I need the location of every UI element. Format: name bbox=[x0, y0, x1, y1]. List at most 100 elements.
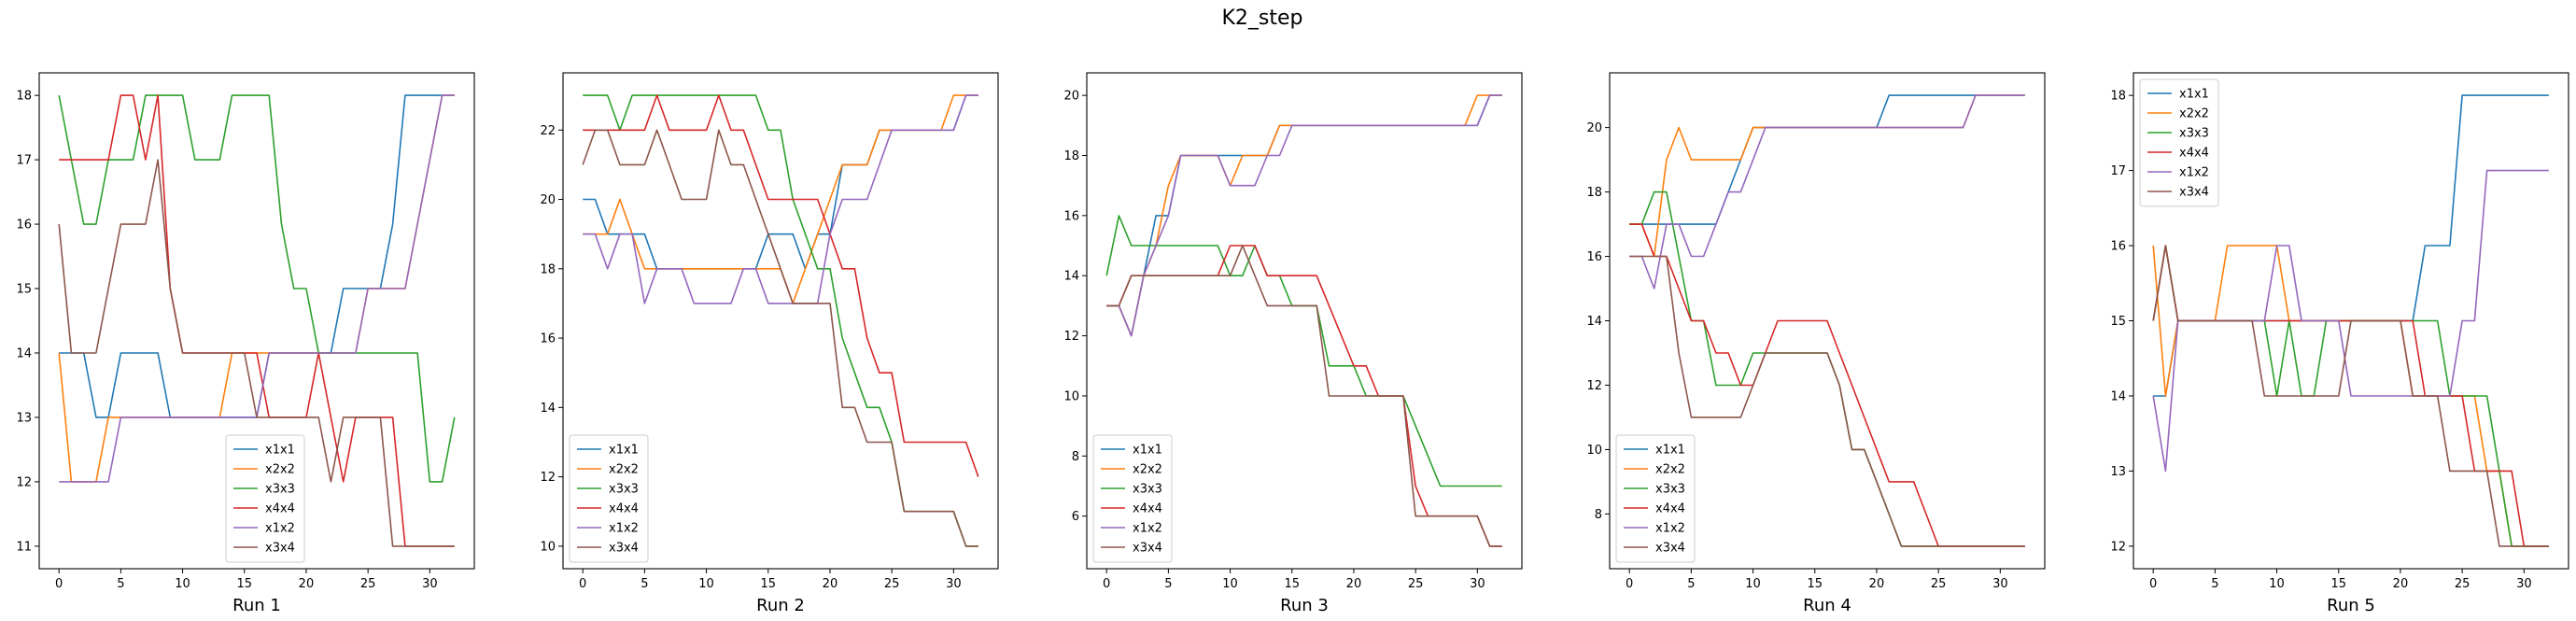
legend-label-x4x4: x4x4 bbox=[265, 502, 295, 516]
y-tick-label: 20 bbox=[1586, 121, 1602, 135]
y-tick-label: 14 bbox=[1063, 270, 1079, 284]
x-tick-label: 5 bbox=[117, 577, 124, 591]
legend-label-x4x4: x4x4 bbox=[609, 502, 639, 516]
y-tick-label: 12 bbox=[540, 471, 556, 485]
x-tick-label: 20 bbox=[299, 577, 315, 591]
x-tick-label: 20 bbox=[1346, 577, 1362, 591]
legend: x1x1 x2x2 x3x3 x4x4 x1x2 x3x4 bbox=[1615, 434, 1696, 563]
legend-label-x2x2: x2x2 bbox=[1133, 463, 1162, 477]
legend: x1x1 x2x2 x3x3 x4x4 x1x2 x3x4 bbox=[225, 434, 305, 563]
series-line-x1x2 bbox=[1106, 94, 1502, 337]
legend-label-x1x2: x1x2 bbox=[1133, 522, 1162, 536]
legend-label-x3x4: x3x4 bbox=[1133, 542, 1162, 556]
x-tick-label: 10 bbox=[2269, 577, 2285, 591]
axes-frame bbox=[38, 72, 475, 570]
y-tick-label: 12 bbox=[1063, 330, 1079, 344]
legend-label-x4x4: x4x4 bbox=[2179, 147, 2209, 161]
y-tick-label: 14 bbox=[1586, 315, 1602, 329]
series-line-x3x4 bbox=[582, 129, 978, 547]
x-tick-label: 15 bbox=[236, 577, 252, 591]
x-tick-label: 25 bbox=[1931, 577, 1947, 591]
legend-label-x3x3: x3x3 bbox=[2179, 127, 2209, 141]
figure-title: K2_step bbox=[1221, 7, 1302, 30]
x-axis-label: Run 3 bbox=[1280, 596, 1329, 615]
x-tick-label: 10 bbox=[175, 577, 190, 591]
x-axis-label: Run 4 bbox=[1803, 596, 1851, 615]
legend-label-x1x1: x1x1 bbox=[2179, 88, 2209, 102]
y-tick-label: 10 bbox=[540, 540, 556, 554]
x-tick-label: 0 bbox=[1103, 577, 1110, 591]
y-tick-label: 8 bbox=[1072, 450, 1079, 464]
x-tick-label: 30 bbox=[2516, 577, 2532, 591]
series-line-x1x2 bbox=[1629, 94, 2025, 289]
y-tick-label: 8 bbox=[1595, 508, 1602, 522]
legend-label-x3x3: x3x3 bbox=[609, 483, 639, 497]
legend-label-x1x2: x1x2 bbox=[265, 522, 295, 536]
y-tick-label: 12 bbox=[1586, 379, 1602, 393]
y-tick-label: 16 bbox=[2110, 240, 2126, 254]
series-line-x1x2 bbox=[583, 94, 978, 304]
series-line-x3x4 bbox=[2152, 245, 2549, 547]
subplot-run-4: 0 5 10 15 20 25 30 8 10 12 14 16 18 20 Run 4 x1x1 x2x2 x3… bbox=[1586, 72, 2046, 615]
y-tick-label: 22 bbox=[540, 124, 556, 138]
legend-label-x3x4: x3x4 bbox=[265, 542, 295, 556]
x-tick-label: 30 bbox=[946, 577, 962, 591]
legend-label-x2x2: x2x2 bbox=[1655, 463, 1685, 477]
y-tick-label: 17 bbox=[16, 154, 32, 168]
y-tick-label: 14 bbox=[16, 346, 32, 360]
x-tick-label: 30 bbox=[422, 577, 438, 591]
x-tick-label: 10 bbox=[1222, 577, 1238, 591]
x-tick-label: 10 bbox=[1745, 577, 1761, 591]
legend-label-x3x3: x3x3 bbox=[265, 483, 295, 497]
x-tick-label: 5 bbox=[1687, 577, 1695, 591]
x-tick-label: 0 bbox=[579, 577, 586, 591]
legend-label-x3x4: x3x4 bbox=[1655, 542, 1685, 556]
y-tick-label: 20 bbox=[540, 193, 556, 207]
x-tick-label: 15 bbox=[1807, 577, 1823, 591]
x-tick-label: 20 bbox=[1869, 577, 1885, 591]
legend-box bbox=[1615, 434, 1696, 563]
series-line-x4x4 bbox=[583, 94, 979, 477]
legend-box bbox=[225, 434, 305, 563]
y-tick-label: 14 bbox=[2110, 389, 2126, 403]
y-tick-label: 14 bbox=[540, 402, 556, 416]
axes-frame bbox=[562, 72, 999, 570]
series-line-x3x4 bbox=[1629, 255, 2025, 547]
x-tick-label: 0 bbox=[55, 577, 63, 591]
series-line-x1x1 bbox=[1106, 94, 1502, 337]
x-tick-label: 5 bbox=[2211, 577, 2218, 591]
legend-label-x2x2: x2x2 bbox=[609, 463, 639, 477]
x-tick-label: 20 bbox=[823, 577, 838, 591]
legend-label-x1x1: x1x1 bbox=[609, 444, 639, 458]
axes-frame bbox=[1086, 72, 1523, 570]
series-line-x1x1 bbox=[583, 94, 978, 270]
legend-label-x2x2: x2x2 bbox=[2179, 107, 2209, 121]
y-tick-label: 6 bbox=[1072, 510, 1079, 524]
x-tick-label: 0 bbox=[2149, 577, 2157, 591]
legend: x1x1 x2x2 x3x3 x4x4 x1x2 x3x4 bbox=[1092, 434, 1173, 563]
legend-label-x4x4: x4x4 bbox=[1133, 502, 1162, 516]
legend-label-x1x1: x1x1 bbox=[1133, 444, 1162, 458]
x-axis-label: Run 1 bbox=[232, 596, 281, 615]
y-tick-label: 15 bbox=[2110, 315, 2126, 329]
x-tick-label: 25 bbox=[884, 577, 900, 591]
y-tick-label: 13 bbox=[16, 411, 32, 425]
x-tick-label: 15 bbox=[2330, 577, 2346, 591]
legend-label-x1x2: x1x2 bbox=[2179, 166, 2209, 180]
legend: x1x1 x2x2 x3x3 x4x4 x1x2 x3x4 bbox=[2139, 78, 2219, 207]
x-tick-label: 15 bbox=[1284, 577, 1300, 591]
x-axis-label: Run 5 bbox=[2327, 596, 2375, 615]
legend-label-x3x4: x3x4 bbox=[2179, 186, 2209, 200]
y-tick-label: 18 bbox=[16, 90, 32, 104]
legend-label-x1x1: x1x1 bbox=[265, 444, 295, 458]
x-tick-label: 25 bbox=[1408, 577, 1424, 591]
series-line-x1x1 bbox=[1629, 94, 2025, 225]
series-line-x3x3 bbox=[58, 94, 456, 483]
y-tick-label: 16 bbox=[540, 332, 556, 346]
y-tick-label: 10 bbox=[1063, 389, 1079, 403]
y-tick-label: 16 bbox=[1586, 250, 1602, 264]
